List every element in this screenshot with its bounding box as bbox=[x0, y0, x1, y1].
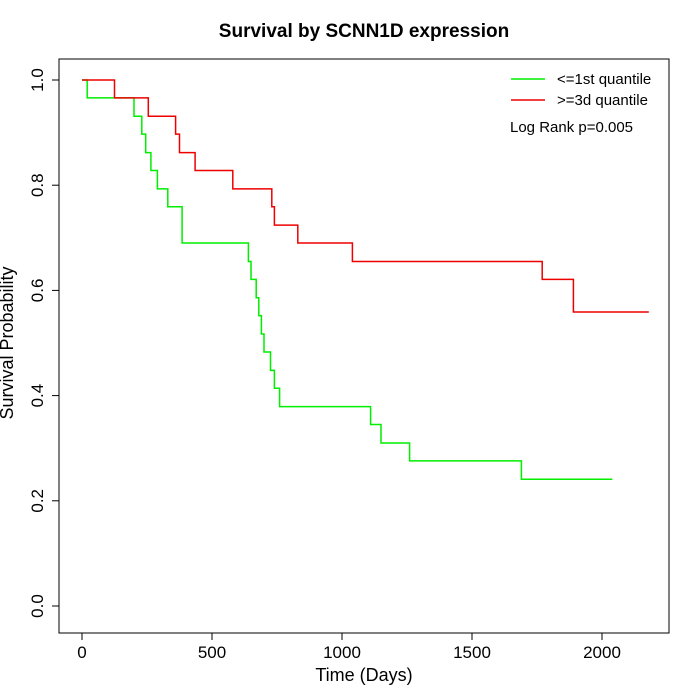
y-tick-label: 0.2 bbox=[28, 489, 47, 513]
x-tick-label: 1000 bbox=[323, 643, 361, 662]
x-axis-label: Time (Days) bbox=[315, 665, 412, 685]
chart-title: Survival by SCNN1D expression bbox=[219, 21, 509, 42]
legend-label-low: <=1st quantile bbox=[557, 71, 651, 88]
legend-label-high: >=3d quantile bbox=[557, 92, 648, 109]
survival-curves bbox=[82, 79, 649, 480]
curve-low-quantile bbox=[82, 79, 613, 480]
y-tick-label: 0.4 bbox=[28, 384, 47, 408]
legend: <=1st quantile >=3d quantile bbox=[511, 71, 651, 109]
curve-high-quantile bbox=[82, 79, 649, 313]
y-axis-label: Survival Probability bbox=[0, 266, 17, 419]
plot-frame bbox=[58, 58, 670, 634]
y-axis: 0.0 0.2 0.4 0.6 0.8 1.0 bbox=[28, 68, 60, 618]
y-tick-label: 1.0 bbox=[28, 68, 47, 92]
log-rank-annotation: Log Rank p=0.005 bbox=[510, 119, 633, 136]
y-tick-label: 0.0 bbox=[28, 594, 47, 618]
y-tick-label: 0.6 bbox=[28, 279, 47, 303]
x-tick-label: 500 bbox=[198, 643, 226, 662]
x-tick-label: 0 bbox=[77, 643, 86, 662]
x-axis: 0 500 1000 1500 2000 bbox=[77, 632, 621, 662]
x-tick-label: 1500 bbox=[453, 643, 491, 662]
y-tick-label: 0.8 bbox=[28, 173, 47, 197]
x-tick-label: 2000 bbox=[583, 643, 621, 662]
